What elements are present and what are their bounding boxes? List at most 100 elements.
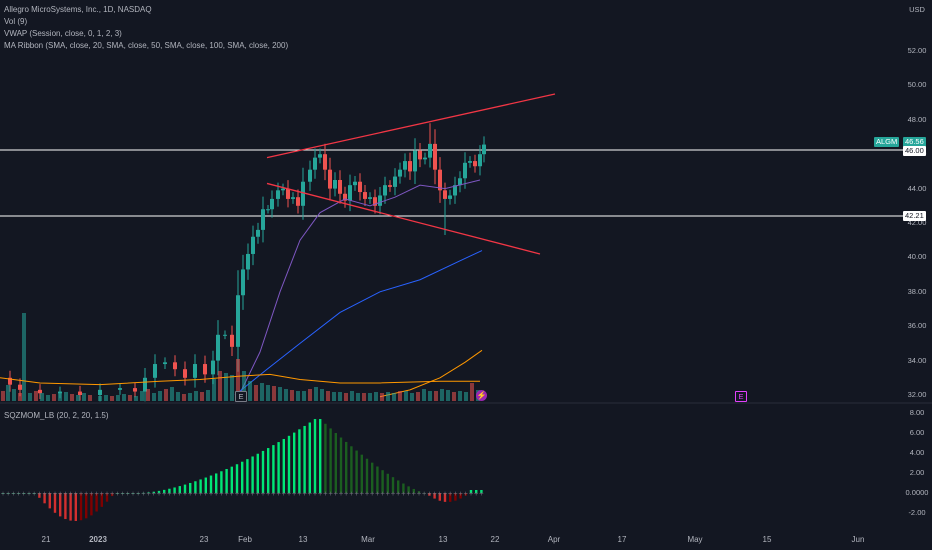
momentum-bar: [407, 486, 410, 493]
squeeze-dot: +: [286, 491, 291, 498]
price-tick-label: 40.00: [907, 252, 927, 262]
volume-bar: [58, 393, 62, 401]
volume-bar: [206, 390, 210, 401]
momentum-bar: [121, 493, 124, 494]
momentum-bar: [324, 423, 327, 493]
momentum-bar: [464, 493, 467, 496]
squeeze-dot: +: [307, 491, 312, 498]
candle-body: [18, 384, 22, 390]
momentum-bar: [183, 484, 187, 493]
momentum-bar: [261, 450, 265, 493]
momentum-bar: [241, 461, 244, 493]
squeeze-dot: +: [208, 491, 213, 498]
candle-body: [368, 197, 372, 199]
squeeze-dot: +: [172, 491, 177, 498]
candle-body: [276, 190, 280, 199]
volume-bar: [368, 393, 372, 401]
volume-bar: [458, 391, 462, 401]
momentum-bar: [230, 466, 233, 493]
momentum-bar: [100, 493, 103, 507]
squeeze-dot: +: [458, 491, 463, 498]
squeeze-dot: +: [177, 491, 182, 498]
time-tick-label: 2023: [89, 535, 107, 544]
candle-body: [308, 169, 312, 182]
momentum-bar: [126, 493, 129, 494]
legend-vol[interactable]: Vol (9): [4, 17, 28, 26]
momentum-bar: [225, 469, 228, 493]
volume-bar: [34, 391, 38, 401]
candle-body: [478, 154, 482, 167]
sma-200-line: [379, 349, 483, 398]
price-tick-label: 42.00: [907, 218, 927, 227]
price-tick-label: 34.00: [907, 355, 927, 365]
legend-sqzmom[interactable]: SQZMOM_LB (20, 2, 20, 1.5): [4, 411, 109, 420]
candle-body: [98, 389, 102, 395]
lower-trendline: [266, 182, 541, 255]
squeeze-dot: +: [219, 491, 224, 498]
volume-bar: [392, 393, 396, 401]
legend-vwap[interactable]: VWAP (Session, close, 0, 1, 2, 3): [4, 29, 122, 38]
candle-body: [251, 236, 255, 254]
candle-body: [408, 161, 412, 172]
candle-body: [8, 377, 12, 385]
candle-body: [78, 391, 82, 395]
momentum-bar: [105, 493, 109, 502]
squeeze-dot: +: [42, 491, 47, 498]
upper-trendline: [266, 93, 556, 159]
time-tick-label: 13: [298, 535, 308, 544]
squeeze-dot: +: [432, 491, 437, 498]
momentum-bar: [433, 493, 436, 499]
price-tick-label: 48.00: [907, 114, 927, 124]
candle-body: [443, 190, 447, 199]
candle-body: [193, 364, 197, 378]
momentum-bar: [287, 435, 291, 493]
squeeze-dot: +: [151, 491, 156, 498]
volume-bar: [22, 313, 26, 401]
volume-bar: [158, 391, 162, 401]
candle-body: [383, 185, 387, 196]
volume-bar: [40, 393, 44, 401]
candle-body: [323, 154, 327, 170]
squeeze-dot: +: [229, 491, 234, 498]
momentum-bar: [1, 493, 5, 494]
volume-bar: [434, 391, 438, 401]
earnings-marker-future[interactable]: E: [735, 391, 747, 402]
volume-bar: [212, 379, 216, 401]
legend-ma-ribbon[interactable]: MA Ribbon (SMA, close, 20, SMA, close, 5…: [4, 41, 289, 50]
ticker-tag: ALGM: [874, 137, 900, 147]
currency-label: USD: [909, 5, 925, 14]
squeeze-dot: +: [104, 491, 109, 498]
squeeze-dot: +: [156, 491, 161, 498]
volume-bar: [110, 396, 114, 401]
momentum-bar: [215, 473, 218, 493]
candle-body: [358, 181, 362, 193]
volume-bar: [278, 387, 282, 401]
volume-bar: [386, 392, 390, 401]
momentum-bar: [417, 491, 421, 493]
squeeze-dot: +: [255, 491, 260, 498]
osc-tick-label: 2.00: [909, 468, 925, 477]
squeeze-dot: +: [110, 491, 115, 498]
volume-bar: [272, 386, 276, 401]
momentum-bar: [282, 438, 285, 493]
volume-bar: [260, 383, 264, 401]
lightning-icon[interactable]: ⚡: [476, 390, 487, 401]
momentum-bar: [339, 437, 343, 493]
squeeze-dot: +: [359, 491, 364, 498]
momentum-bar: [246, 459, 249, 493]
candle-body: [270, 198, 274, 210]
squeeze-dot: +: [73, 491, 78, 498]
volume-bar: [398, 391, 402, 401]
volume-bar: [332, 392, 336, 401]
momentum-bar: [137, 493, 140, 494]
candle-body: [153, 364, 157, 378]
momentum-bar: [308, 422, 311, 493]
momentum-bar: [459, 493, 462, 499]
candle-body: [418, 150, 422, 160]
momentum-bar: [256, 453, 259, 493]
earnings-marker-past[interactable]: E: [235, 391, 247, 402]
momentum-bar: [355, 450, 358, 493]
volume-bar: [98, 396, 102, 401]
candle-body: [353, 181, 357, 186]
